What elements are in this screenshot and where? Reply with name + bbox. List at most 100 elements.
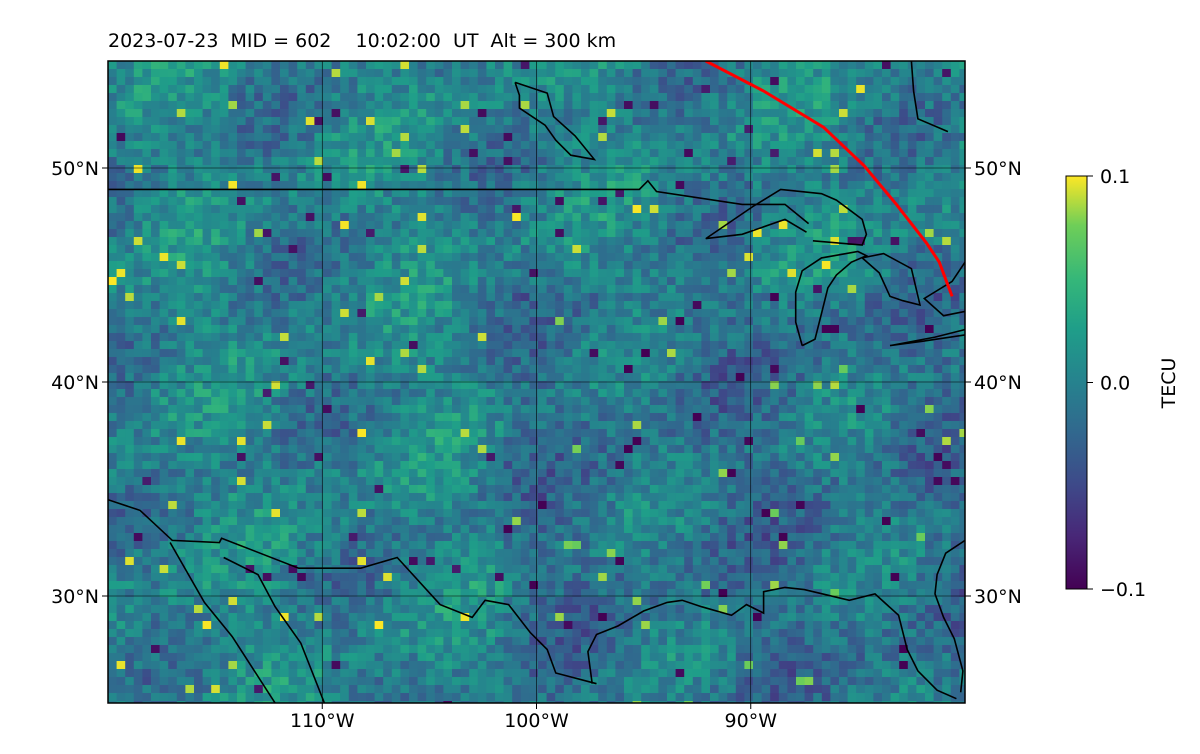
heatmap-cell [134, 93, 143, 102]
heatmap-cell [426, 77, 435, 86]
heatmap-cell [271, 333, 280, 342]
heatmap-cell [959, 421, 968, 430]
heatmap-cell [813, 101, 822, 110]
heatmap-cell [185, 325, 194, 334]
heatmap-cell [873, 405, 882, 414]
heatmap-cell [237, 349, 246, 358]
heatmap-cell [486, 309, 495, 318]
heatmap-cell [848, 285, 857, 294]
heatmap-cell [117, 373, 126, 382]
heatmap-cell [246, 173, 255, 182]
heatmap-cell [271, 77, 280, 86]
heatmap-cell [658, 85, 667, 94]
heatmap-cell [246, 141, 255, 150]
heatmap-cell [418, 197, 427, 206]
heatmap-cell [366, 445, 375, 454]
heatmap-cell [521, 333, 530, 342]
heatmap-cell [512, 237, 521, 246]
heatmap-cell [246, 317, 255, 326]
heatmap-cell [865, 213, 874, 222]
heatmap-cell [486, 365, 495, 374]
heatmap-cell [306, 213, 315, 222]
heatmap-cell [254, 333, 263, 342]
map-area[interactable] [108, 61, 969, 710]
heatmap-cell [366, 373, 375, 382]
heatmap-cell [787, 125, 796, 134]
heatmap-cell [770, 437, 779, 446]
heatmap-cell [504, 277, 513, 286]
heatmap-cell [779, 277, 788, 286]
heatmap-cell [959, 253, 968, 262]
heatmap-cell [151, 221, 160, 230]
heatmap-cell [624, 213, 633, 222]
heatmap-cell [392, 325, 401, 334]
heatmap-cell [891, 173, 900, 182]
heatmap-cell [727, 253, 736, 262]
heatmap-cell [547, 85, 556, 94]
heatmap-cell [805, 61, 814, 70]
heatmap-cell [813, 221, 822, 230]
heatmap-cell [323, 373, 332, 382]
heatmap-cell [547, 373, 556, 382]
heatmap-cell [349, 333, 358, 342]
heatmap-cell [925, 309, 934, 318]
heatmap-cell [392, 453, 401, 462]
heatmap-cell [865, 133, 874, 142]
heatmap-cell [228, 61, 237, 70]
heatmap-cell [228, 157, 237, 166]
heatmap-cell [478, 365, 487, 374]
heatmap-cell [719, 93, 728, 102]
heatmap-cell [848, 389, 857, 398]
heatmap-cell [237, 357, 246, 366]
heatmap-cell [856, 333, 865, 342]
heatmap-cell [237, 77, 246, 86]
heatmap-cell [461, 277, 470, 286]
heatmap-cell [349, 421, 358, 430]
heatmap-cell [211, 61, 220, 70]
heatmap-cell [650, 133, 659, 142]
heatmap-cell [443, 149, 452, 158]
heatmap-cell [383, 421, 392, 430]
heatmap-cell [254, 69, 263, 78]
heatmap-cell [228, 453, 237, 462]
heatmap-cell [753, 165, 762, 174]
heatmap-cell [332, 397, 341, 406]
heatmap-cell [624, 85, 633, 94]
heatmap-cell [323, 117, 332, 126]
heatmap-cell [134, 173, 143, 182]
heatmap-cell [289, 325, 298, 334]
heatmap-cell [547, 309, 556, 318]
heatmap-cell [117, 269, 126, 278]
heatmap-cell [211, 205, 220, 214]
heatmap-cell [762, 341, 771, 350]
heatmap-cell [830, 309, 839, 318]
heatmap-cell [168, 101, 177, 110]
heatmap-cell [667, 325, 676, 334]
heatmap-cell [839, 317, 848, 326]
heatmap-cell [203, 445, 212, 454]
heatmap-cell [375, 197, 384, 206]
heatmap-cell [667, 237, 676, 246]
heatmap-cell [719, 349, 728, 358]
heatmap-cell [220, 413, 229, 422]
heatmap-cell [486, 413, 495, 422]
heatmap-cell [555, 405, 564, 414]
heatmap-cell [366, 357, 375, 366]
heatmap-cell [770, 405, 779, 414]
heatmap-cell [469, 157, 478, 166]
heatmap-cell [590, 437, 599, 446]
heatmap-cell [504, 389, 513, 398]
heatmap-cell [418, 389, 427, 398]
heatmap-cell [478, 317, 487, 326]
heatmap-cell [125, 269, 134, 278]
heatmap-cell [555, 429, 564, 438]
heatmap-cell [366, 333, 375, 342]
heatmap-cell [848, 85, 857, 94]
heatmap-cell [297, 405, 306, 414]
heatmap-cell [796, 181, 805, 190]
heatmap-cell [469, 229, 478, 238]
heatmap-cell [856, 125, 865, 134]
heatmap-cell [504, 141, 513, 150]
heatmap-cell [280, 453, 289, 462]
heatmap-cell [297, 93, 306, 102]
